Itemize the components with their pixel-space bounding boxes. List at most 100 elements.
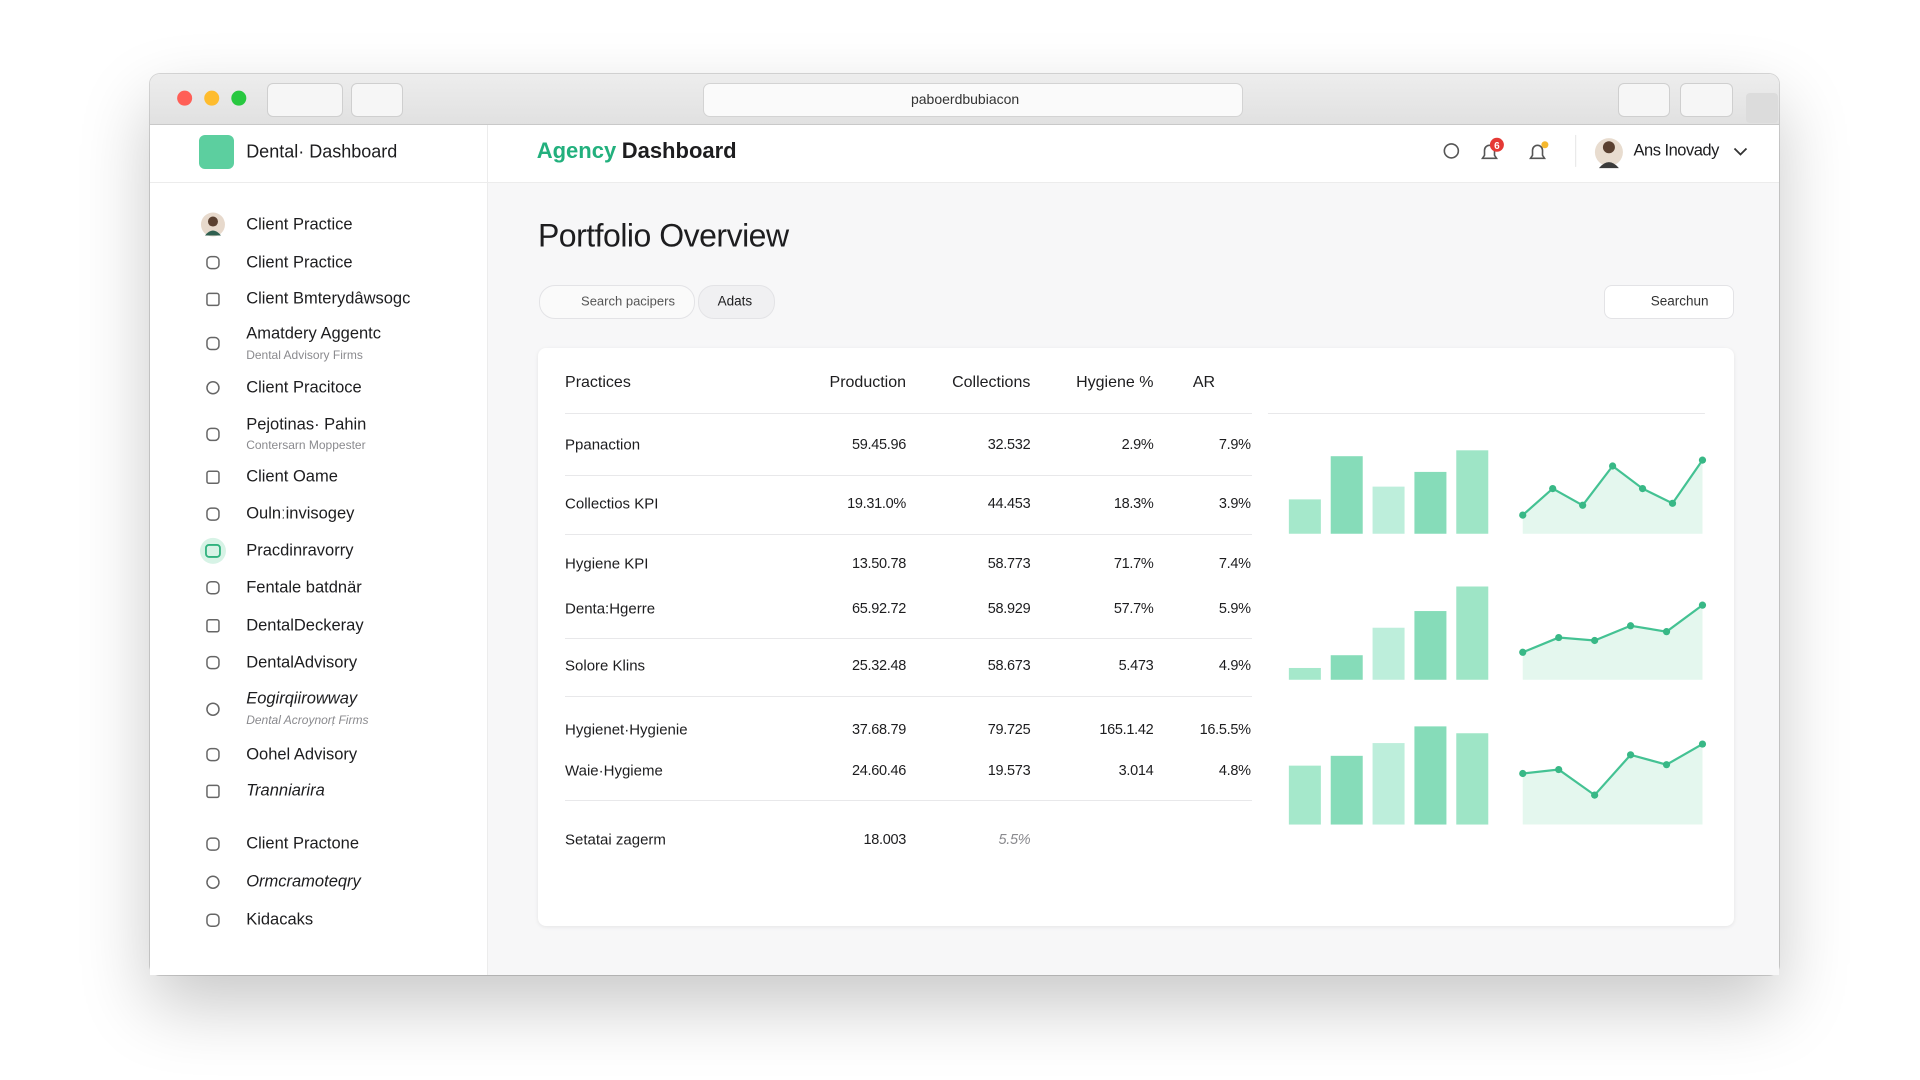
spark-point (1662, 628, 1671, 636)
nav-item[interactable]: DentalAdvisory (246, 653, 358, 672)
url-text: paboerdbubiacon (910, 91, 1020, 108)
brand-logo (199, 134, 234, 170)
spark-bar (1414, 471, 1447, 534)
nav-icon (206, 702, 220, 716)
avatar-head (207, 216, 218, 227)
nav-item[interactable]: Ormcramoteqry (246, 872, 361, 891)
spark-bar (1456, 450, 1489, 534)
row-separator (565, 638, 1252, 640)
nav-item[interactable]: Client Practice (246, 215, 353, 234)
share-button[interactable] (1617, 83, 1670, 118)
spark-point (1519, 769, 1527, 778)
table-cell: 5.473 (1118, 658, 1154, 675)
nav-icon-active (199, 537, 226, 564)
spark-point (1698, 601, 1707, 609)
spark-point (1626, 622, 1635, 630)
nav-item[interactable]: Client Bmterydâwsogc (246, 289, 411, 308)
spark-bar (1288, 499, 1321, 534)
filter-button[interactable] (697, 284, 776, 319)
spark-bar (1372, 486, 1405, 534)
nav-item[interactable]: Client Practone (246, 834, 359, 853)
window-control (204, 90, 220, 106)
bell-icon (1529, 144, 1547, 160)
column-header: Collections (952, 373, 1031, 391)
nav-item-subtitle: Dental Acroynorṭ Firms (246, 713, 369, 728)
search-field[interactable] (539, 284, 696, 319)
spark-area (1522, 744, 1703, 825)
spark-point (1519, 648, 1527, 656)
spark-point (1549, 484, 1557, 493)
nav-item[interactable]: Eogirqiirowway (246, 689, 358, 708)
nav-icon (205, 544, 221, 558)
row-label: Hygiene KPI (565, 555, 649, 573)
user-avatar-head (1602, 141, 1615, 154)
nav-buttons[interactable] (267, 83, 343, 118)
new-tab-button[interactable] (1745, 93, 1778, 123)
spark-point (1609, 462, 1617, 470)
table-cell: 58.673 (987, 658, 1031, 675)
nav-item[interactable]: Pejotinas· Pahin (246, 415, 367, 434)
spark-bar (1330, 456, 1363, 534)
nav-item-subtitle: Dental Advisory Firms (246, 347, 363, 362)
nav-item[interactable]: Pracdinravorry (246, 541, 354, 560)
column-header: Production (829, 373, 907, 391)
table-cell: 7.4% (1218, 556, 1251, 573)
spark-area (1522, 460, 1703, 534)
nav-item[interactable]: Client Pracitoce (246, 378, 362, 397)
nav-item[interactable]: Client Oame (246, 467, 338, 486)
row-separator (565, 413, 1252, 415)
spark-bar (1372, 627, 1405, 680)
spark-point (1626, 751, 1635, 759)
nav-item[interactable]: Oohel Advisory (246, 745, 358, 764)
search-button[interactable] (1603, 284, 1734, 319)
nav-icon (206, 747, 220, 762)
row-separator (565, 474, 1252, 476)
sidebar-toggle[interactable] (350, 83, 404, 118)
row-label: Ppanaction (565, 436, 641, 454)
row-separator (565, 695, 1252, 697)
table-cell: 58.773 (987, 556, 1031, 573)
nav-item[interactable]: Client Practice (246, 253, 353, 272)
nav-item[interactable]: Oulnːinvisogey (246, 504, 355, 523)
bell-dot (1541, 141, 1549, 149)
row-label: Setatai zagerm (565, 831, 666, 849)
table-cell: 2.9% (1121, 437, 1154, 454)
row-separator (565, 533, 1252, 535)
badge (1489, 137, 1504, 152)
nav-icon (206, 784, 220, 799)
search-placeholder: Search pacipers (581, 293, 675, 309)
spark-point (1555, 633, 1563, 642)
table-cell: 37.68.79 (851, 722, 907, 739)
table-cell: 19.31.0% (847, 496, 907, 513)
nav-icon (206, 470, 220, 485)
nav-icon (206, 292, 220, 307)
tabs-button[interactable] (1680, 83, 1733, 118)
search-button-label[interactable]: Searchun (1650, 293, 1709, 309)
user-avatar-body (1598, 162, 1619, 169)
nav-item[interactable]: Amatdery Aggentc (246, 324, 382, 343)
table-cell: 32.532 (987, 437, 1031, 454)
nav-item[interactable]: Tranniarira (246, 781, 325, 800)
nav-item[interactable]: Fentale batdnär (246, 578, 362, 597)
nav-icon (206, 875, 220, 889)
table-cell: 65.92.72 (851, 600, 907, 617)
table-cell: 44.453 (987, 496, 1031, 513)
column-header: Practices (565, 373, 631, 391)
nav-icon (206, 380, 220, 395)
filter-label: Adats (717, 293, 753, 309)
badge-count: 6 (1494, 141, 1500, 152)
table-cell: 25.32.48 (851, 658, 907, 675)
nav-item[interactable]: DentalDeckeray (246, 616, 364, 635)
spark-point (1591, 636, 1599, 645)
user-name[interactable]: Ans Inovady (1633, 141, 1720, 160)
table-cell: 5.9% (1218, 600, 1251, 617)
spark-point (1662, 761, 1671, 769)
spark-bar (1456, 586, 1489, 680)
nav-icon (206, 913, 220, 927)
url-bar[interactable] (702, 83, 1243, 118)
column-header: AR (1192, 373, 1216, 391)
nav-item[interactable]: Kidacaks (246, 910, 314, 929)
row-separator (565, 800, 1252, 801)
